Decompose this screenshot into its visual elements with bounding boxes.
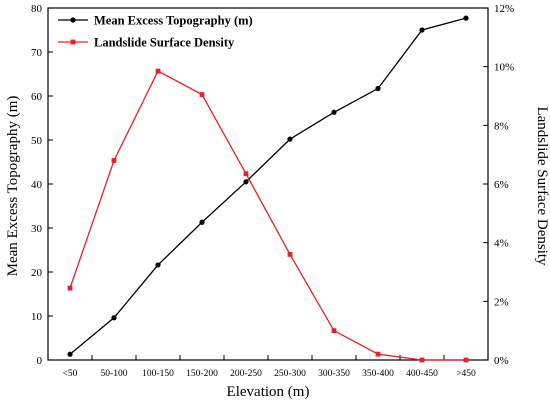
y-tick-label: 60 bbox=[31, 91, 43, 103]
series-line bbox=[69, 70, 466, 361]
data-point bbox=[331, 109, 337, 115]
data-point bbox=[375, 351, 381, 357]
y-tick-label: 80 bbox=[31, 3, 43, 15]
y2-tick-label: 2% bbox=[494, 296, 509, 308]
x-tick-label: 250-300 bbox=[274, 369, 306, 379]
y-tick-label: 70 bbox=[31, 47, 43, 59]
y-tick-label: 10 bbox=[31, 311, 43, 323]
x-tick-label: 100-150 bbox=[142, 369, 174, 379]
data-point bbox=[67, 351, 73, 357]
x-tick-label: 300-350 bbox=[318, 369, 350, 379]
data-point bbox=[243, 171, 249, 177]
y-tick-label: 40 bbox=[31, 179, 43, 191]
data-point bbox=[111, 158, 117, 163]
legend-label: Landslide Surface Density bbox=[94, 36, 235, 50]
y-tick-label: 20 bbox=[31, 267, 43, 279]
series-1 bbox=[67, 15, 469, 357]
y-tick-label: 50 bbox=[31, 135, 43, 147]
series-2 bbox=[67, 68, 469, 363]
data-point bbox=[419, 27, 425, 33]
x-axis-title: Elevation (m) bbox=[227, 384, 310, 400]
series-layer bbox=[67, 15, 469, 363]
data-point bbox=[243, 179, 249, 185]
y2-tick-label: 0% bbox=[494, 355, 509, 367]
y2-tick-label: 6% bbox=[494, 179, 509, 191]
data-point bbox=[287, 136, 293, 142]
data-point bbox=[155, 262, 161, 268]
y-tick-label: 30 bbox=[31, 223, 43, 235]
x-tick-label: 50-100 bbox=[101, 369, 128, 379]
axes-layer: 0 10 20 30 40 50 60 70 80 0% 2% 4% 6% 8% 10% 12% <50 50-1… bbox=[31, 3, 514, 379]
x-tick-label: >450 bbox=[456, 369, 476, 379]
legend: Mean Excess Topography (m) Landslide Surf… bbox=[58, 14, 253, 50]
x-tick-label: 150-200 bbox=[186, 369, 218, 379]
legend-marker bbox=[70, 39, 76, 45]
data-point bbox=[287, 252, 293, 257]
data-point bbox=[155, 68, 161, 74]
data-point bbox=[463, 15, 469, 21]
y-tick-label: 0 bbox=[37, 355, 43, 367]
data-point bbox=[67, 285, 73, 291]
y-axis-title: Mean Excess Topography (m) bbox=[5, 96, 21, 277]
series-line bbox=[69, 17, 467, 355]
y2-tick-label: 8% bbox=[494, 120, 509, 132]
data-point bbox=[419, 357, 425, 363]
y2-tick-label: 10% bbox=[494, 62, 514, 74]
y2-axis-title: Landslide Surface Density bbox=[534, 106, 550, 266]
data-point bbox=[463, 357, 469, 363]
x-tick-label: <50 bbox=[63, 369, 78, 379]
x-tick-label: 350-400 bbox=[362, 369, 394, 379]
data-point bbox=[375, 85, 381, 92]
x-tick-label: 200-250 bbox=[230, 369, 262, 379]
y2-tick-label: 12% bbox=[494, 3, 514, 15]
legend-marker bbox=[70, 17, 76, 23]
data-point bbox=[199, 219, 205, 225]
x-tick-label: 400-450 bbox=[406, 369, 438, 379]
data-point bbox=[111, 315, 117, 321]
y2-tick-label: 4% bbox=[494, 238, 509, 250]
data-point bbox=[199, 92, 205, 97]
plot-frame bbox=[47, 7, 489, 361]
legend-label: Mean Excess Topography (m) bbox=[94, 14, 253, 28]
data-point bbox=[331, 328, 337, 334]
